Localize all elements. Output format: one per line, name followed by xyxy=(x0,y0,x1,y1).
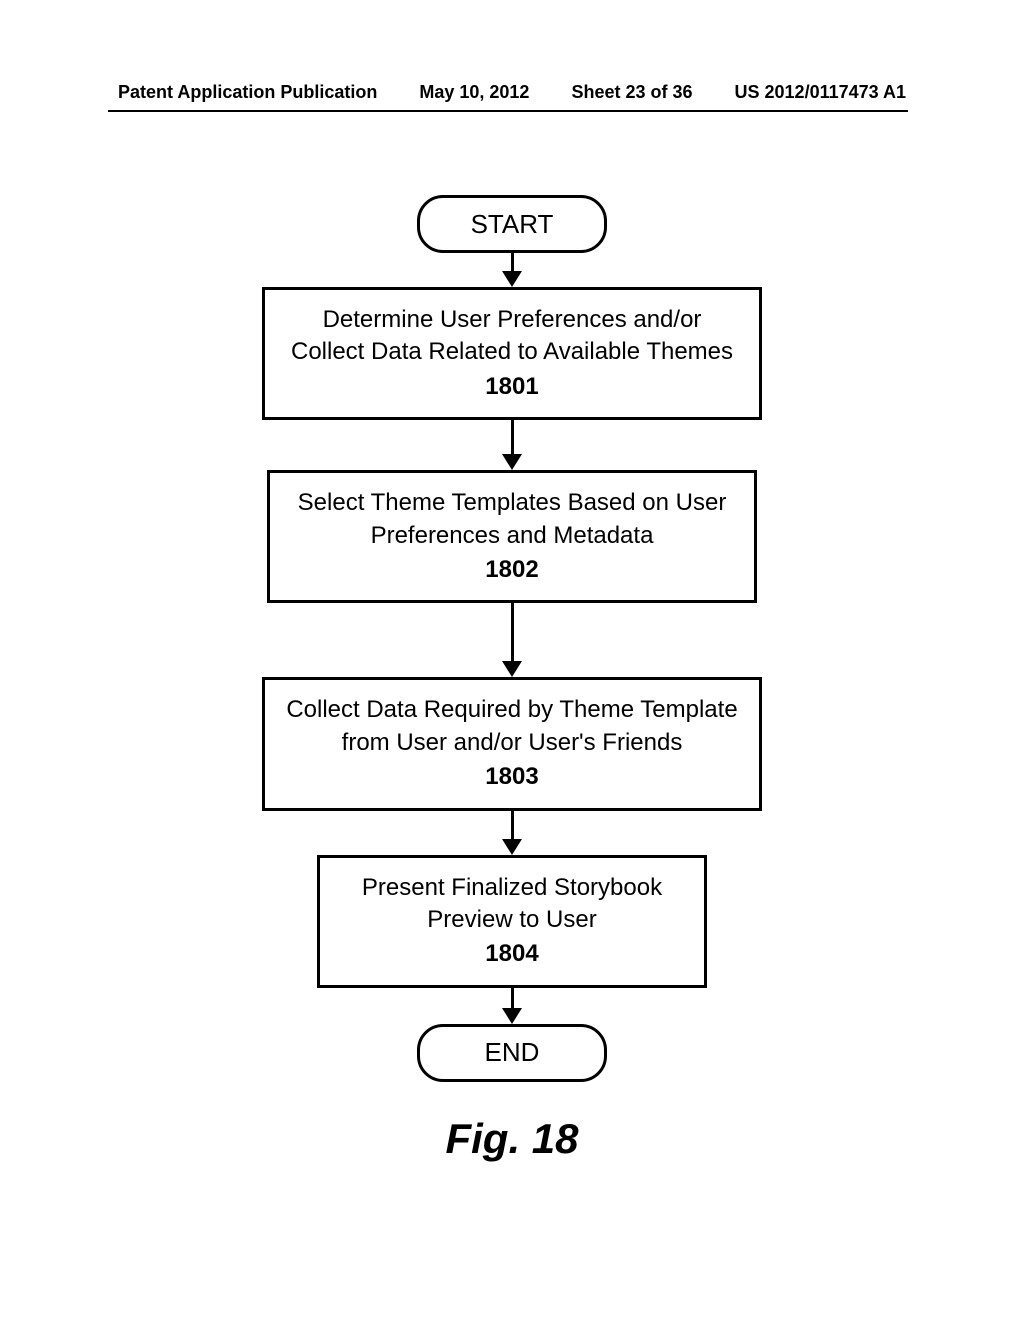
arrow-1802-to-1803 xyxy=(502,603,522,677)
process-1803-line1: Collect Data Required by Theme Template xyxy=(286,694,737,726)
flowchart: START Determine User Preferences and/or … xyxy=(0,195,1024,1082)
process-1801: Determine User Preferences and/or Collec… xyxy=(262,287,762,420)
arrow-1804-to-end xyxy=(502,988,522,1024)
page-header: Patent Application Publication May 10, 2… xyxy=(0,82,1024,103)
figure-label: Fig. 18 xyxy=(0,1115,1024,1163)
arrow-1803-to-1804 xyxy=(502,811,522,855)
process-1802-ref: 1802 xyxy=(485,554,538,586)
process-1804-line2: Preview to User xyxy=(427,904,596,936)
start-node: START xyxy=(417,195,607,253)
process-1802: Select Theme Templates Based on User Pre… xyxy=(267,470,757,603)
process-1803: Collect Data Required by Theme Template … xyxy=(262,677,762,810)
process-1804-ref: 1804 xyxy=(485,938,538,970)
process-1803-line2: from User and/or User's Friends xyxy=(342,727,683,759)
publication-number: US 2012/0117473 A1 xyxy=(735,82,906,103)
process-1802-line1: Select Theme Templates Based on User xyxy=(298,487,727,519)
publication-label: Patent Application Publication xyxy=(118,82,377,103)
process-1801-ref: 1801 xyxy=(485,371,538,403)
end-label: END xyxy=(485,1037,540,1068)
arrow-1801-to-1802 xyxy=(502,420,522,470)
sheet-number: Sheet 23 of 36 xyxy=(571,82,692,103)
start-label: START xyxy=(471,209,554,240)
end-node: END xyxy=(417,1024,607,1082)
header-rule xyxy=(108,110,908,112)
process-1801-line1: Determine User Preferences and/or xyxy=(323,304,702,336)
process-1804: Present Finalized Storybook Preview to U… xyxy=(317,855,707,988)
process-1801-line2: Collect Data Related to Available Themes xyxy=(291,336,733,368)
process-1804-line1: Present Finalized Storybook xyxy=(362,872,662,904)
process-1802-line2: Preferences and Metadata xyxy=(371,520,654,552)
process-1803-ref: 1803 xyxy=(485,761,538,793)
publication-date: May 10, 2012 xyxy=(419,82,529,103)
arrow-start-to-1801 xyxy=(502,253,522,287)
